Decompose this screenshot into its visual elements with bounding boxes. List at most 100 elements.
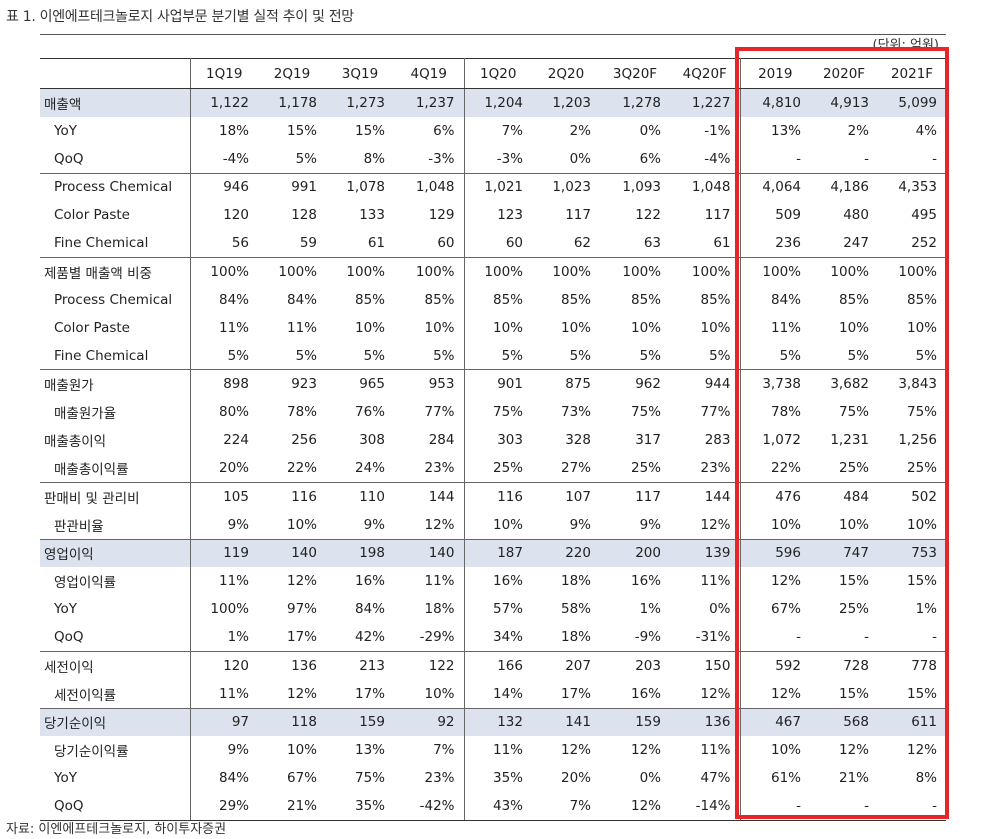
table-cell: 77% xyxy=(670,398,741,427)
table-cell: 12% xyxy=(770,573,801,590)
table-cell: -31% xyxy=(670,623,741,652)
table-cell: 0% xyxy=(670,595,741,624)
top-rule xyxy=(40,34,946,35)
table-row: QoQ 1% 17% 42% -29% 34% 18% -9% -31% - - - xyxy=(40,623,946,652)
table-cell: 85% xyxy=(630,291,661,308)
table-cell: 132 xyxy=(464,707,532,737)
row-label: 판매비 및 관리비 xyxy=(40,481,191,511)
row-label: QoQ xyxy=(40,792,191,821)
financial-table: 1Q19 2Q19 3Q19 4Q19 1Q20 2Q20 3Q20F 4Q20… xyxy=(40,58,946,821)
table-row: 제품별 매출액 비중 100% 100% 100% 100% 100% 100% 100% 10… xyxy=(40,257,946,286)
table-cell: 4,810 xyxy=(740,88,810,117)
table-cell: 1,203 xyxy=(532,88,600,117)
table-cell: 25% xyxy=(906,459,937,476)
table-cell: 105 xyxy=(190,481,258,511)
table-cell: 12% xyxy=(560,742,591,759)
header-corner xyxy=(40,58,191,89)
table-cell: 84% xyxy=(770,291,801,308)
table-cell: 100% xyxy=(600,257,670,286)
table-cell: 25% xyxy=(838,601,869,618)
table-cell: 12% xyxy=(838,742,869,759)
table-cell: 122 xyxy=(394,650,465,680)
col-header: 3Q19 xyxy=(326,58,394,89)
table-cell: 16% xyxy=(354,573,385,590)
table-cell: 140 xyxy=(258,538,326,568)
table-cell: 122 xyxy=(635,207,661,224)
table-cell: 0% xyxy=(639,770,661,787)
table-cell: 11% xyxy=(492,742,523,759)
table-cell: 100% xyxy=(190,257,258,286)
table-cell: 116 xyxy=(464,481,532,511)
table-row: Fine Chemical 56 59 61 60 60 62 63 61 236 247 252 xyxy=(40,229,946,258)
table-cell: - xyxy=(796,628,801,645)
table-cell: 1,078 xyxy=(326,172,394,202)
col-header: 2021F xyxy=(878,58,946,89)
table-cell: 67% xyxy=(770,601,801,618)
table-cell: 308 xyxy=(359,432,385,449)
table-cell: 7% xyxy=(394,736,465,765)
table-cell: 75% xyxy=(492,404,523,421)
table-cell: 1,256 xyxy=(898,432,937,449)
table-cell: 12% xyxy=(630,742,661,759)
table-cell: 611 xyxy=(878,707,946,737)
table-cell: 136 xyxy=(258,650,326,680)
table-cell: 18% xyxy=(218,122,249,139)
table-cell: 11% xyxy=(218,319,249,336)
table-cell: - xyxy=(796,150,801,167)
table-cell: 6% xyxy=(639,150,661,167)
table-cell: 1,178 xyxy=(258,88,326,117)
table-cell: 35% xyxy=(492,770,523,787)
table-cell: 10% xyxy=(354,319,385,336)
table-cell: 1,093 xyxy=(600,172,670,202)
table-cell: 965 xyxy=(326,369,394,399)
table-cell: 100% xyxy=(532,257,600,286)
table-cell: 187 xyxy=(464,538,532,568)
table-cell: - xyxy=(932,150,937,167)
table-cell: 10% xyxy=(286,516,317,533)
table-cell: 61% xyxy=(770,770,801,787)
table-cell: 898 xyxy=(190,369,258,399)
table-cell: 10% xyxy=(394,679,465,709)
row-label: Process Chemical xyxy=(40,285,191,314)
row-label: 제품별 매출액 비중 xyxy=(40,257,191,286)
row-label: YoY xyxy=(40,595,191,624)
table-cell: 11% xyxy=(770,319,801,336)
table-cell: 100% xyxy=(394,257,465,286)
table-cell: 284 xyxy=(394,426,465,454)
row-label: 세전이익 xyxy=(40,650,191,680)
table-cell: 25% xyxy=(630,459,661,476)
table-cell: 10% xyxy=(838,319,869,336)
table-cell: 5% xyxy=(227,347,249,364)
table-cell: 23% xyxy=(670,453,741,483)
table-cell: 22% xyxy=(286,459,317,476)
table-cell: 85% xyxy=(492,291,523,308)
table-row: 판관비율 9% 10% 9% 12% 10% 9% 9% 12% 10% 10% 10% xyxy=(40,510,946,539)
col-header: 3Q20F xyxy=(600,58,670,89)
table-cell: 100% xyxy=(210,601,249,618)
table-cell: 747 xyxy=(810,538,878,568)
table-cell: 20% xyxy=(560,770,591,787)
table-cell: 5% xyxy=(847,347,869,364)
table-cell: 97 xyxy=(190,707,258,737)
table-cell: 11% xyxy=(670,736,741,765)
table-cell: 198 xyxy=(326,538,394,568)
table-row: 당기순이익 97 118 159 92 132 141 159 136 467 568 611 xyxy=(40,707,946,737)
table-row: YoY 100% 97% 84% 18% 57% 58% 1% 0% 67% 25% 1% xyxy=(40,595,946,624)
table-cell: 12% xyxy=(670,510,741,539)
table-cell: 11% xyxy=(286,319,317,336)
table-row: Color Paste 120 128 133 129 123 117 122 117 509 48… xyxy=(40,201,946,230)
table-cell: -4% xyxy=(670,144,741,174)
table-row: Color Paste 11% 11% 10% 10% 10% 10% 10% 10% 11% 10… xyxy=(40,313,946,342)
table-cell: 252 xyxy=(911,235,937,252)
table-cell: 4% xyxy=(915,122,937,139)
table-cell: 150 xyxy=(670,650,741,680)
table-cell: 159 xyxy=(600,707,670,737)
table-row: 매출원가율 80% 78% 76% 77% 75% 73% 75% 77% 78% 75% 75% xyxy=(40,398,946,427)
table-cell: 502 xyxy=(878,481,946,511)
table-cell: 23% xyxy=(394,764,465,793)
table-cell: 133 xyxy=(359,207,385,224)
table-cell: 73% xyxy=(560,404,591,421)
table-cell: 9% xyxy=(227,516,249,533)
table-row: 세전이익 120 136 213 122 166 207 203 150 592 728 778 xyxy=(40,650,946,680)
table-cell: 3,843 xyxy=(878,369,946,399)
